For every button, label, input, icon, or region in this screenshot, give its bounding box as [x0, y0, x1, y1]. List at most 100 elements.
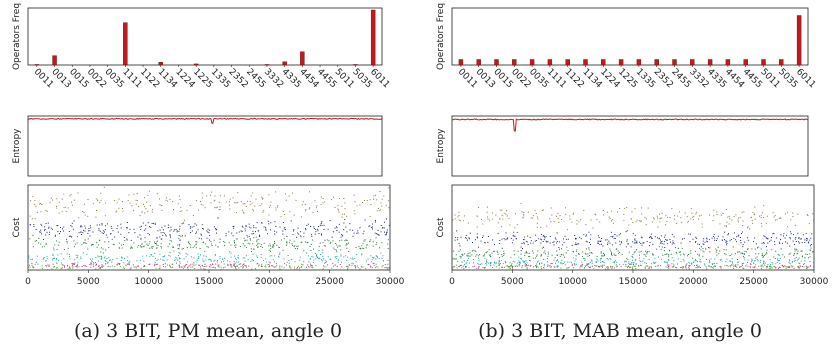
scatter-point	[222, 241, 224, 242]
scatter-point	[634, 234, 636, 236]
scatter-point	[93, 262, 94, 264]
scatter-point	[344, 202, 346, 204]
scatter-point	[185, 256, 187, 258]
scatter-point	[377, 230, 379, 231]
scatter-point	[235, 244, 237, 246]
scatter-point	[278, 246, 280, 248]
scatter-point	[764, 262, 766, 264]
scatter-point	[188, 224, 190, 225]
scatter-point	[244, 203, 246, 205]
scatter-point	[482, 255, 484, 257]
scatter-point	[312, 265, 313, 267]
scatter-point	[690, 252, 692, 254]
scatter-point	[703, 263, 705, 265]
scatter-point	[39, 203, 41, 205]
scatter-point	[309, 245, 311, 247]
scatter-point	[543, 246, 544, 248]
scatter-point	[611, 244, 613, 246]
scatter-point	[373, 264, 375, 266]
scatter-point	[76, 265, 78, 267]
scatter-point	[512, 239, 514, 241]
scatter-point	[683, 260, 685, 262]
scatter-point	[755, 264, 757, 266]
scatter-point	[61, 264, 63, 266]
scatter-point	[54, 235, 56, 237]
scatter-point	[179, 198, 181, 200]
scatter-point	[341, 216, 343, 218]
scatter-point	[529, 265, 531, 267]
scatter-point	[40, 211, 42, 213]
scatter-point	[674, 215, 675, 217]
scatter-point	[576, 223, 578, 225]
scatter-point	[468, 237, 470, 239]
scatter-point	[525, 266, 527, 268]
scatter-point	[243, 263, 245, 265]
scatter-point	[521, 211, 523, 213]
scatter-point	[196, 259, 198, 261]
scatter-point	[198, 237, 200, 239]
scatter-point	[380, 209, 382, 211]
scatter-point	[165, 234, 166, 236]
scatter-point	[46, 231, 48, 233]
scatter-point	[725, 209, 727, 210]
scatter-point	[111, 228, 113, 229]
scatter-point	[741, 211, 743, 213]
scatter-point	[236, 265, 238, 267]
scatter-point	[103, 233, 105, 234]
scatter-point	[780, 218, 782, 220]
scatter-point	[712, 263, 714, 264]
scatter-point	[274, 241, 275, 242]
scatter-point	[130, 246, 132, 248]
scatter-point	[471, 254, 473, 256]
scatter-point	[696, 265, 698, 266]
scatter-point	[606, 211, 608, 213]
scatter-point	[64, 266, 65, 268]
scatter-point	[336, 266, 338, 267]
scatter-point	[101, 224, 103, 226]
scatter-point	[337, 261, 339, 263]
scatter-point	[201, 224, 203, 226]
scatter-point	[179, 225, 181, 227]
scatter-point	[749, 228, 750, 230]
scatter-point	[783, 266, 785, 268]
scatter-point	[632, 262, 634, 263]
scatter-point	[84, 242, 86, 244]
scatter-point	[364, 219, 366, 221]
scatter-point	[514, 235, 516, 237]
scatter-point	[343, 198, 345, 199]
scatter-point	[750, 264, 752, 265]
scatter-point	[810, 245, 811, 247]
scatter-point	[278, 247, 280, 249]
scatter-point	[665, 224, 667, 226]
scatter-point	[452, 258, 454, 260]
scatter-point	[600, 259, 602, 261]
scatter-point	[656, 215, 658, 217]
scatter-point	[635, 259, 637, 260]
scatter-point	[256, 263, 258, 265]
scatter-point	[594, 213, 596, 215]
scatter-point	[688, 254, 689, 255]
scatter-point	[677, 263, 678, 265]
scatter-point	[609, 248, 611, 250]
scatter-point	[75, 254, 77, 256]
scatter-point	[813, 262, 814, 263]
scatter-point	[787, 267, 789, 268]
scatter-point	[367, 264, 369, 266]
scatter-point	[747, 239, 749, 241]
scatter-point	[625, 231, 627, 233]
scatter-point	[45, 265, 47, 267]
scatter-point	[233, 264, 235, 266]
scatter-point	[610, 258, 612, 260]
scatter-point	[632, 253, 634, 255]
scatter-point	[45, 223, 47, 224]
scatter-point	[200, 266, 202, 268]
scatter-point	[806, 214, 808, 216]
scatter-point	[469, 252, 471, 254]
scatter-point	[664, 240, 666, 242]
scatter-point	[540, 268, 542, 269]
scatter-point	[584, 259, 586, 261]
scatter-point	[791, 261, 793, 263]
scatter-point	[321, 259, 322, 261]
scatter-point	[550, 263, 552, 264]
scatter-point	[140, 228, 142, 230]
